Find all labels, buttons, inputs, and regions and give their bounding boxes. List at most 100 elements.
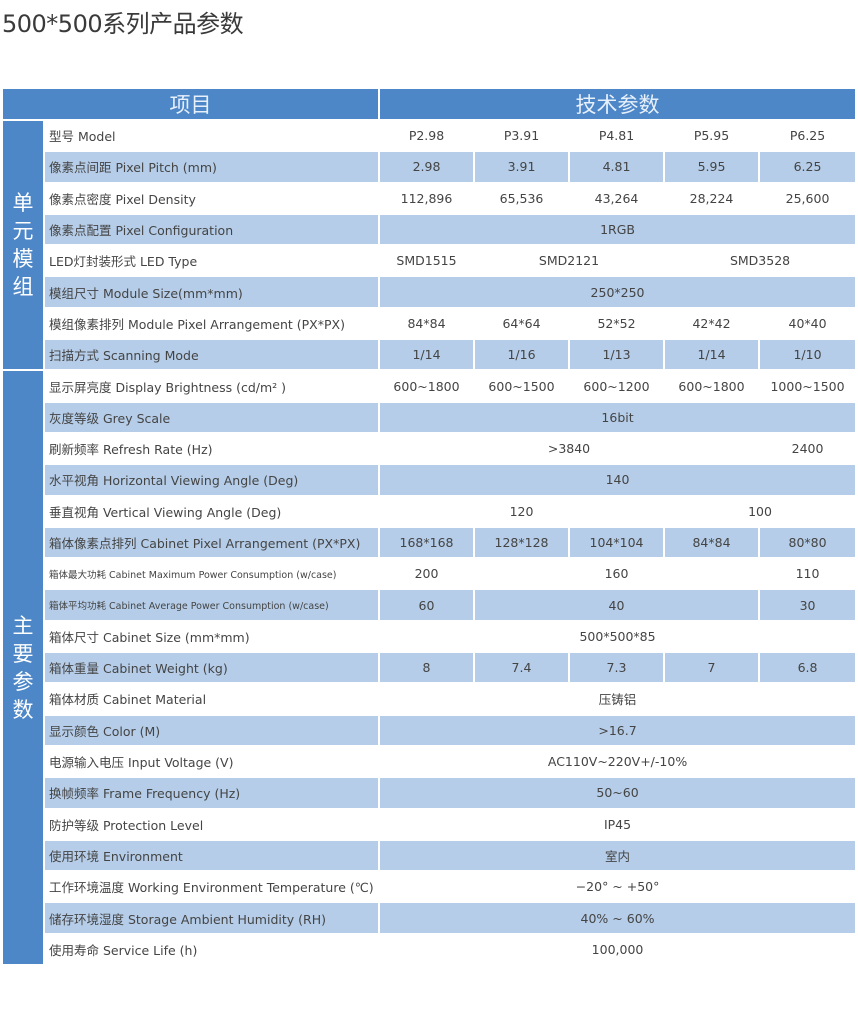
value-cell: 6.25 <box>757 150 858 184</box>
value-cell: AC110V~220V+/-10% <box>377 744 858 779</box>
value-cell: 100,000 <box>377 932 858 967</box>
table-row: 使用环境 Environment 室内 <box>2 838 858 873</box>
value-cell: 112,896 <box>378 181 475 215</box>
row-label: 像素点配置 Pixel Configuration <box>43 212 380 247</box>
row-label: 箱体重量 Cabinet Weight (kg) <box>43 651 380 685</box>
row-label: 显示屏亮度 Display Brightness (cd/m² ) <box>43 369 380 403</box>
value-cell: 1/13 <box>568 338 665 372</box>
value-cell: 7.3 <box>568 651 665 685</box>
row-label: 箱体尺寸 Cabinet Size (mm*mm) <box>43 619 380 654</box>
value-cell: 50~60 <box>377 776 858 810</box>
row-label: 箱体最大功耗 Cabinet Maximum Power Consumption… <box>43 557 380 591</box>
value-cell: SMD2121 <box>473 244 665 278</box>
table-row: 储存环境湿度 Storage Ambient Humidity (RH) 40% … <box>2 901 858 935</box>
table-row: 箱体重量 Cabinet Weight (kg) 8 7.4 7.3 7 6.8 <box>2 651 858 685</box>
table-row: 模组像素排列 Module Pixel Arrangement (PX*PX) 8… <box>2 306 858 341</box>
row-label: 使用环境 Environment <box>43 838 380 873</box>
value-cell: 压铸铝 <box>377 682 858 716</box>
value-cell: 128*128 <box>473 525 570 560</box>
value-cell: 4.81 <box>568 150 665 184</box>
value-cell: 25,600 <box>757 181 858 215</box>
value-cell: 5.95 <box>663 150 760 184</box>
value-cell: 40 <box>473 588 760 622</box>
value-cell: >3840 <box>378 431 760 466</box>
value-cell: 7.4 <box>473 651 570 685</box>
row-label: 箱体像素点排列 Cabinet Pixel Arrangement (PX*PX… <box>43 525 380 560</box>
value-cell: 1RGB <box>377 212 858 247</box>
row-label: 工作环境温度 Working Environment Temperature (… <box>43 870 380 904</box>
value-cell: SMD1515 <box>378 244 475 278</box>
value-cell: 42*42 <box>663 306 760 341</box>
table-row: 像素点间距 Pixel Pitch (mm) 2.98 3.91 4.81 5.95 6.… <box>2 150 858 184</box>
value-cell: 室内 <box>377 838 858 873</box>
row-label: 箱体平均功耗 Cabinet Average Power Consumption… <box>43 588 380 622</box>
row-label: 灰度等级 Grey Scale <box>43 400 380 434</box>
table-row: 显示颜色 Color (M) >16.7 <box>2 713 858 747</box>
group-label: 主要参数 <box>1 369 45 967</box>
value-cell: 160 <box>473 557 760 591</box>
value-cell: 7 <box>663 651 760 685</box>
table-row: 箱体像素点排列 Cabinet Pixel Arrangement (PX*PX… <box>2 525 858 560</box>
value-cell: 84*84 <box>663 525 760 560</box>
row-label: 换帧频率 Frame Frequency (Hz) <box>43 776 380 810</box>
value-cell: P6.25 <box>757 118 858 153</box>
row-label: 显示颜色 Color (M) <box>43 713 380 747</box>
value-cell: 40*40 <box>757 306 858 341</box>
row-label: 箱体材质 Cabinet Material <box>43 682 380 716</box>
value-cell: 110 <box>757 557 858 591</box>
row-label: 刷新频率 Refresh Rate (Hz) <box>43 431 380 466</box>
value-cell: 3.91 <box>473 150 570 184</box>
table-row: 水平视角 Horizontal Viewing Angle (Deg) 140 <box>2 463 858 497</box>
value-cell: 100 <box>662 494 858 528</box>
value-cell: 43,264 <box>568 181 665 215</box>
value-cell: P3.91 <box>473 118 570 153</box>
value-cell: 6.8 <box>757 651 858 685</box>
value-cell: 600~1800 <box>663 369 760 403</box>
value-cell: 80*80 <box>757 525 858 560</box>
value-cell: 1/14 <box>378 338 475 372</box>
value-cell: P2.98 <box>378 118 475 153</box>
row-label: 储存环境湿度 Storage Ambient Humidity (RH) <box>43 901 380 935</box>
value-cell: 40% ~ 60% <box>377 901 858 935</box>
value-cell: 1/14 <box>663 338 760 372</box>
value-cell: −20° ~ +50° <box>377 870 858 904</box>
value-cell: 120 <box>378 494 665 528</box>
table-row: 换帧频率 Frame Frequency (Hz) 50~60 <box>2 776 858 810</box>
table-row: LED灯封装形式 LED Type SMD1515 SMD2121 SMD3528 <box>2 244 858 278</box>
value-cell: P4.81 <box>568 118 665 153</box>
value-cell: 600~1800 <box>378 369 475 403</box>
value-cell: >16.7 <box>377 713 858 747</box>
value-cell: 1000~1500 <box>757 369 858 403</box>
row-label: 电源输入电压 Input Voltage (V) <box>43 744 380 779</box>
table-row: 箱体尺寸 Cabinet Size (mm*mm) 500*500*85 <box>2 619 858 654</box>
row-label: 型号 Model <box>43 118 380 153</box>
value-cell: 500*500*85 <box>377 619 858 654</box>
table-row: 模组尺寸 Module Size(mm*mm) 250*250 <box>2 275 858 309</box>
table-row: 工作环境温度 Working Environment Temperature (… <box>2 870 858 904</box>
value-cell: 84*84 <box>378 306 475 341</box>
spec-table: 项目 技术参数 单元模组 型号 Model P2.98 P3.91 P4.81 P5.95… <box>1 87 858 967</box>
value-cell: 16bit <box>377 400 858 434</box>
page-title: 500*500系列产品参数 <box>2 10 244 38</box>
value-cell: 250*250 <box>377 275 858 309</box>
row-label: 模组尺寸 Module Size(mm*mm) <box>43 275 380 309</box>
table-row: 扫描方式 Scanning Mode 1/14 1/16 1/13 1/14 1/10 <box>2 338 858 372</box>
row-label: 垂直视角 Vertical Viewing Angle (Deg) <box>43 494 380 528</box>
value-cell: 200 <box>378 557 475 591</box>
table-row: 使用寿命 Service Life (h) 100,000 <box>2 932 858 967</box>
table-row: 像素点配置 Pixel Configuration 1RGB <box>2 212 858 247</box>
value-cell: 600~1200 <box>568 369 665 403</box>
table-row: 防护等级 Protection Level IP45 <box>2 807 858 841</box>
value-cell: P5.95 <box>663 118 760 153</box>
group-label: 单元模组 <box>1 118 45 372</box>
value-cell: 1/10 <box>757 338 858 372</box>
header-spec: 技术参数 <box>377 87 858 121</box>
row-label: 像素点间距 Pixel Pitch (mm) <box>43 150 380 184</box>
row-label: 水平视角 Horizontal Viewing Angle (Deg) <box>43 463 380 497</box>
row-label: 模组像素排列 Module Pixel Arrangement (PX*PX) <box>43 306 380 341</box>
table-row: 垂直视角 Vertical Viewing Angle (Deg) 120 100 <box>2 494 858 528</box>
table-row: 主要参数 显示屏亮度 Display Brightness (cd/m² ) 600… <box>1 369 858 967</box>
row-label: LED灯封装形式 LED Type <box>43 244 380 278</box>
value-cell: 168*168 <box>378 525 475 560</box>
value-cell: 65,536 <box>473 181 570 215</box>
